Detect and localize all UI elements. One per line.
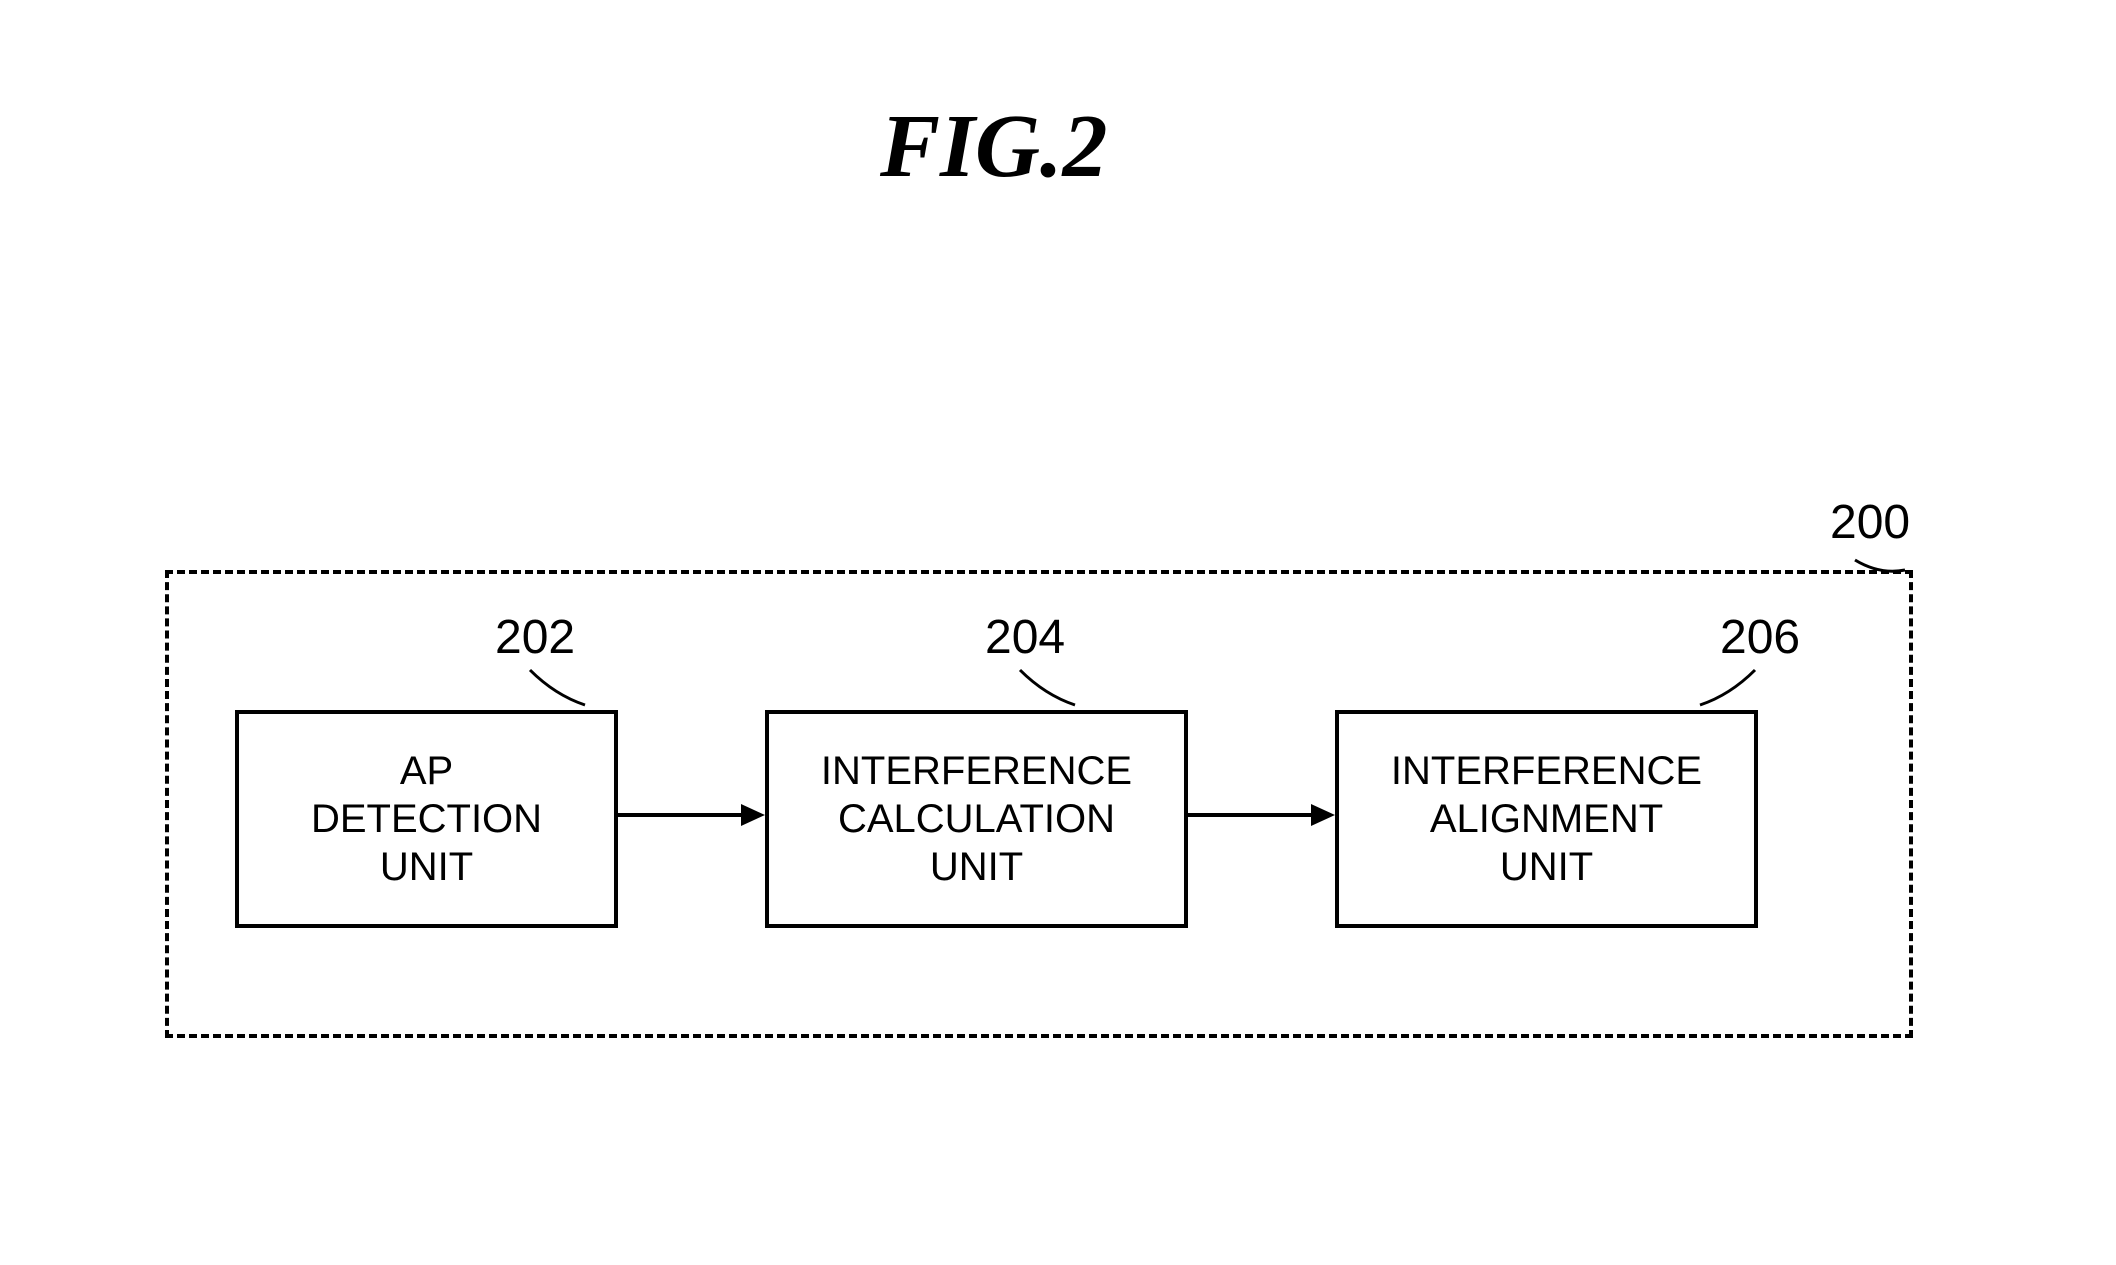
lead-path-interference-alignment-unit	[1700, 670, 1755, 705]
diagram-stage: FIG.2 200 AP DETECTION UNIT202INTERFEREN…	[0, 0, 2116, 1265]
lead-line-interference-alignment-unit	[0, 0, 2116, 1265]
